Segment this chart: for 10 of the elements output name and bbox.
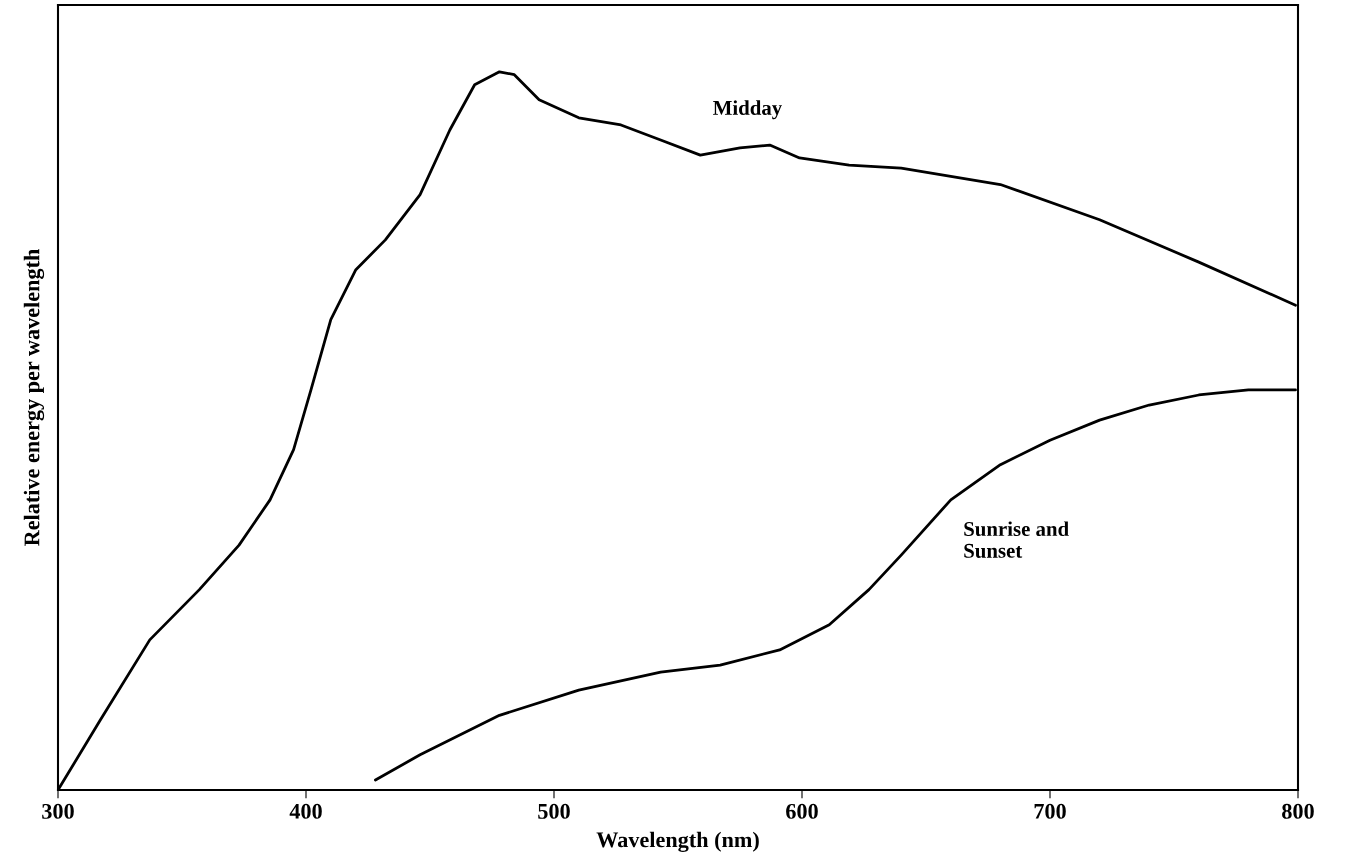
x-tick-label: 300 — [42, 803, 74, 819]
series-label: Sunrise and Sunset — [964, 521, 1069, 558]
x-tick-label: 500 — [538, 803, 570, 819]
x-tick-label: 800 — [1282, 803, 1314, 819]
x-tick-label: 400 — [289, 803, 322, 819]
x-axis-title: Wavelength (nm) — [596, 831, 759, 853]
series-label: Midday — [713, 100, 782, 120]
x-tick-label: 600 — [786, 803, 818, 819]
y-axis-title: Relative energy per wavelength — [23, 249, 45, 546]
x-tick-label: 700 — [1034, 803, 1066, 819]
